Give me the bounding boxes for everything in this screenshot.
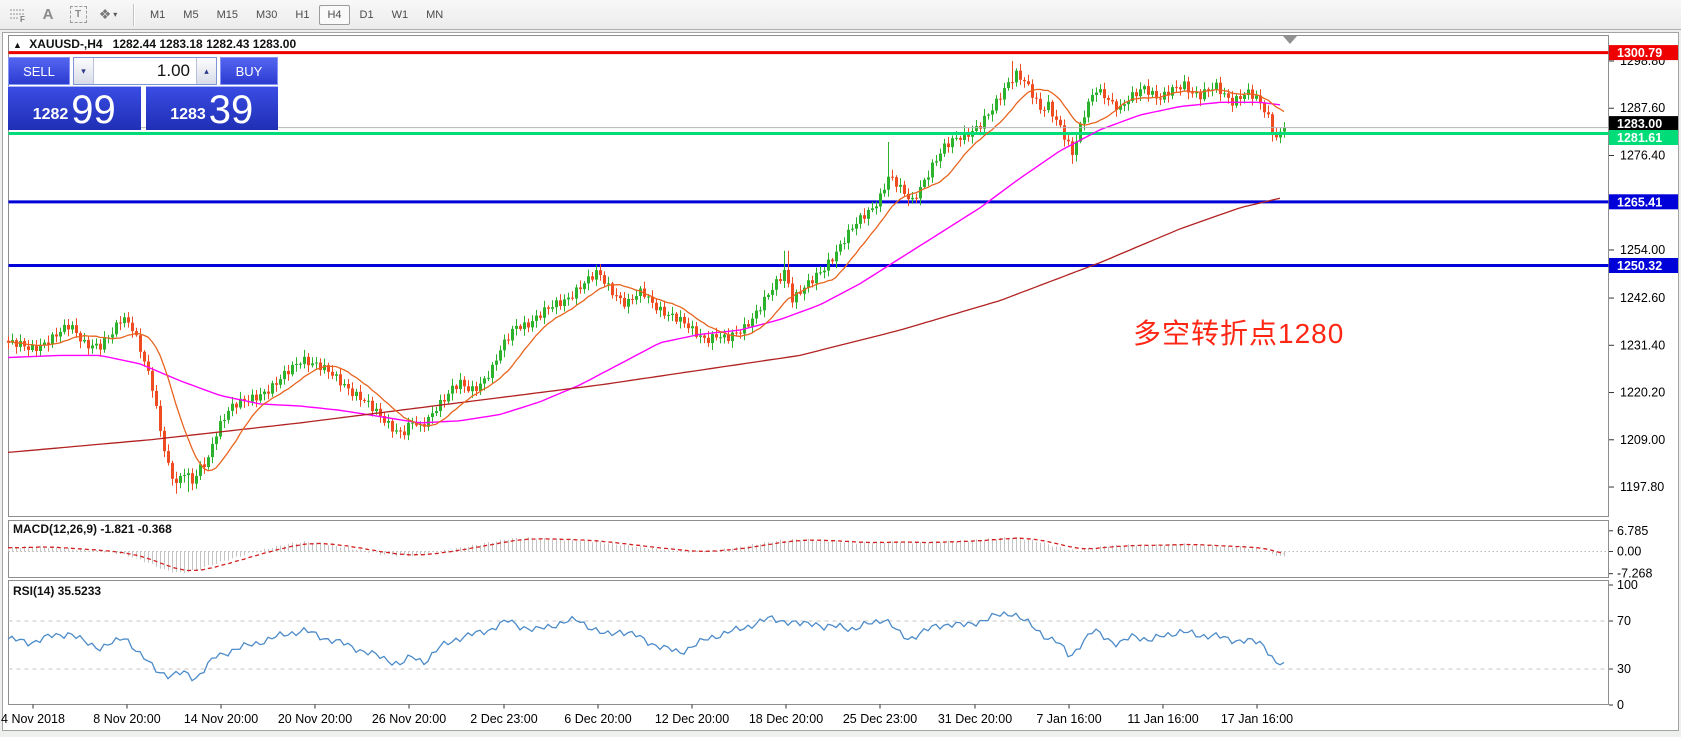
svg-text:30: 30 [1617,662,1631,676]
toolbar-separator [133,3,135,26]
ohlc-values: 1282.44 1283.18 1282.43 1283.00 [112,37,297,51]
svg-text:2 Dec 23:00: 2 Dec 23:00 [470,712,537,726]
macd-label: MACD(12,26,9) -1.821 -0.368 [13,522,172,536]
svg-text:100: 100 [1617,578,1638,592]
svg-text:1197.80: 1197.80 [1620,480,1664,494]
one-click-trading-widget: SELL ▾ 1.00 ▴ BUY 1282 99 1283 39 [8,57,278,130]
svg-text:1283.00: 1283.00 [1617,117,1662,131]
rsi-label: RSI(14) 35.5233 [13,584,102,598]
text-label-button[interactable]: T [66,3,90,27]
buy-price-main: 1283 [170,106,206,123]
timeframe-w1[interactable]: W1 [391,8,409,21]
timeframe-m1[interactable]: M1 [150,8,166,21]
svg-text:12 Dec 20:00: 12 Dec 20:00 [655,712,729,726]
svg-text:4 Nov 2018: 4 Nov 2018 [1,712,65,726]
volume-increase-button[interactable]: ▴ [196,58,216,84]
svg-text:1231.40: 1231.40 [1620,338,1665,352]
svg-text:0: 0 [1617,698,1624,712]
chart-shift-marker [1283,36,1297,44]
volume-decrease-button[interactable]: ▾ [74,58,94,84]
svg-text:1276.40: 1276.40 [1620,149,1665,163]
buy-price-panel[interactable]: 1283 39 [145,86,278,132]
volume-spinner: ▾ 1.00 ▴ [73,57,217,85]
svg-text:1242.60: 1242.60 [1620,291,1665,305]
svg-text:18 Dec 20:00: 18 Dec 20:00 [749,712,823,726]
svg-text:6.785: 6.785 [1617,524,1648,538]
svg-text:8 Nov 20:00: 8 Nov 20:00 [93,712,160,726]
timeframe-m5[interactable]: M5 [183,8,199,21]
sell-price-main: 1282 [32,106,69,123]
volume-input[interactable]: 1.00 [156,61,190,80]
toolbar: F A T ❖ ▾ M1 M5 M15 M30 H1 H4 D1 W1 MN [0,0,1681,30]
svg-text:20 Nov 20:00: 20 Nov 20:00 [278,712,352,726]
svg-text:25 Dec 23:00: 25 Dec 23:00 [843,712,917,726]
text-label-icon: T [69,6,87,23]
shapes-icon: ❖ [98,6,112,22]
svg-text:1265.41: 1265.41 [1617,195,1662,209]
svg-text:1209.00: 1209.00 [1620,433,1665,447]
sell-button[interactable]: SELL [8,57,70,85]
svg-text:17 Jan 16:00: 17 Jan 16:00 [1221,712,1293,726]
svg-text:70: 70 [1617,614,1631,628]
svg-text:1300.79: 1300.79 [1617,46,1662,60]
timeframe-mn[interactable]: MN [426,8,444,21]
text-annotation-button[interactable]: A [36,3,60,27]
svg-text:7 Jan 16:00: 7 Jan 16:00 [1036,712,1101,726]
timeframe-m30[interactable]: M30 [255,8,278,21]
shapes-button[interactable]: ❖ ▾ [96,3,120,27]
symbol-timeframe: XAUUSD-,H4 [29,37,103,51]
svg-text:1287.60: 1287.60 [1620,101,1665,115]
svg-text:11 Jan 16:00: 11 Jan 16:00 [1127,712,1198,726]
sell-price-panel[interactable]: 1282 99 [8,86,141,130]
svg-text:1250.32: 1250.32 [1617,259,1662,273]
chart-grid-f-icon[interactable]: F [6,3,30,27]
buy-price-pips: 39 [208,88,254,132]
timeframe-bar: M1 M5 M15 M30 H1 H4 D1 W1 MN [142,4,453,25]
text-a-icon: A [42,6,54,23]
svg-text:14 Nov 20:00: 14 Nov 20:00 [184,712,258,726]
chart-ohlc-title: ▲ XAUUSD-,H4 1282.44 1283.18 1282.43 128… [13,37,296,51]
timeframe-h1[interactable]: H1 [295,8,310,21]
grid-f-glyph: F [10,8,25,23]
svg-text:-7.268: -7.268 [1617,567,1652,581]
sell-price-pips: 99 [71,88,116,132]
timeframe-m15[interactable]: M15 [216,8,238,21]
svg-text:1220.20: 1220.20 [1620,386,1665,400]
svg-text:0.00: 0.00 [1617,545,1641,559]
buy-button[interactable]: BUY [220,57,278,85]
svg-text:1254.00: 1254.00 [1620,243,1665,257]
svg-text:6 Dec 20:00: 6 Dec 20:00 [564,712,631,726]
timeframe-h4[interactable]: H4 [319,4,350,25]
svg-text:31 Dec 20:00: 31 Dec 20:00 [938,712,1012,726]
svg-text:1281.61: 1281.61 [1617,131,1662,145]
svg-text:26 Nov 20:00: 26 Nov 20:00 [372,712,446,726]
timeframe-d1[interactable]: D1 [359,8,374,21]
chevron-down-icon: ▾ [113,10,118,19]
chart-annotation-text[interactable]: 多空转折点1280 [1133,318,1345,349]
svg-text:F: F [20,15,25,23]
up-triangle-icon: ▲ [13,40,22,50]
